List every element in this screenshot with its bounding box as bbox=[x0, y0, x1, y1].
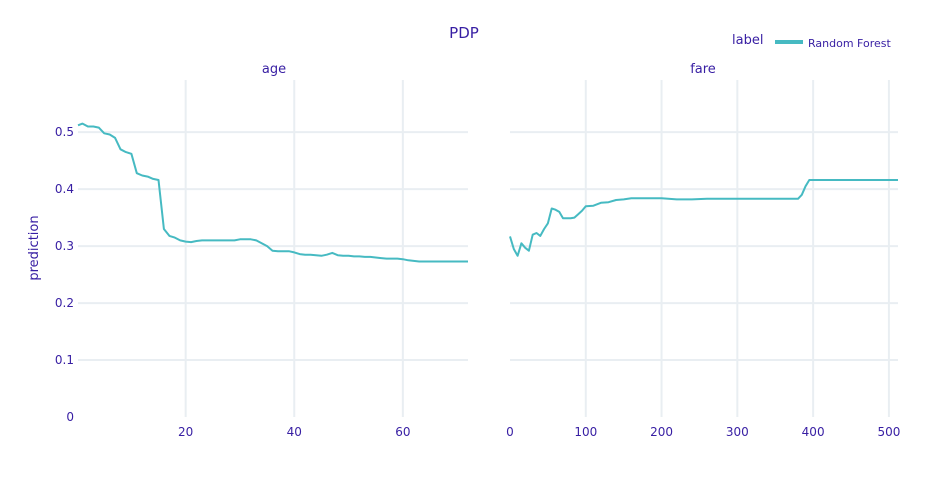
legend-entry-label: Random Forest bbox=[808, 37, 891, 50]
y-tick-label: 0.2 bbox=[55, 296, 74, 310]
panel-fare: fare 0 100 200 300 400 500 bbox=[506, 62, 900, 439]
series-line-age-random-forest bbox=[77, 122, 468, 263]
gridlines-fare bbox=[510, 80, 898, 417]
panel-subtitle-fare: fare bbox=[690, 62, 716, 77]
y-tick-label: 0.4 bbox=[55, 182, 74, 196]
x-tick-label-fare: 100 bbox=[574, 425, 597, 439]
chart-title: PDP bbox=[449, 24, 479, 42]
ticks-fare: 0 100 200 300 400 500 bbox=[506, 425, 900, 439]
y-tick-label: 0.1 bbox=[55, 353, 74, 367]
x-tick-label-fare: 500 bbox=[877, 425, 900, 439]
y-tick-label: 0.3 bbox=[55, 239, 74, 253]
y-tick-label: 0 bbox=[66, 410, 74, 424]
x-tick-label-fare: 200 bbox=[650, 425, 673, 439]
legend[interactable]: label Random Forest bbox=[732, 33, 891, 50]
panel-subtitle-age: age bbox=[262, 62, 286, 77]
x-tick-label-fare: 400 bbox=[802, 425, 825, 439]
x-tick-label-age: 20 bbox=[178, 425, 193, 439]
x-tick-label-fare: 300 bbox=[726, 425, 749, 439]
ticks-age: 0 0.1 0.2 0.3 0.4 0.5 20 40 60 bbox=[55, 125, 411, 439]
x-tick-label-fare: 0 bbox=[506, 425, 514, 439]
gridlines-age bbox=[78, 80, 468, 417]
legend-title: label bbox=[732, 33, 763, 48]
x-tick-label-age: 60 bbox=[395, 425, 410, 439]
series-line-fare-random-forest bbox=[509, 179, 898, 257]
panel-age: age 0 0.1 0.2 0.3 0.4 0.5 20 40 60 bbox=[55, 62, 468, 439]
y-tick-label: 0.5 bbox=[55, 125, 74, 139]
y-axis-title: prediction bbox=[27, 215, 42, 280]
x-tick-label-age: 40 bbox=[287, 425, 302, 439]
